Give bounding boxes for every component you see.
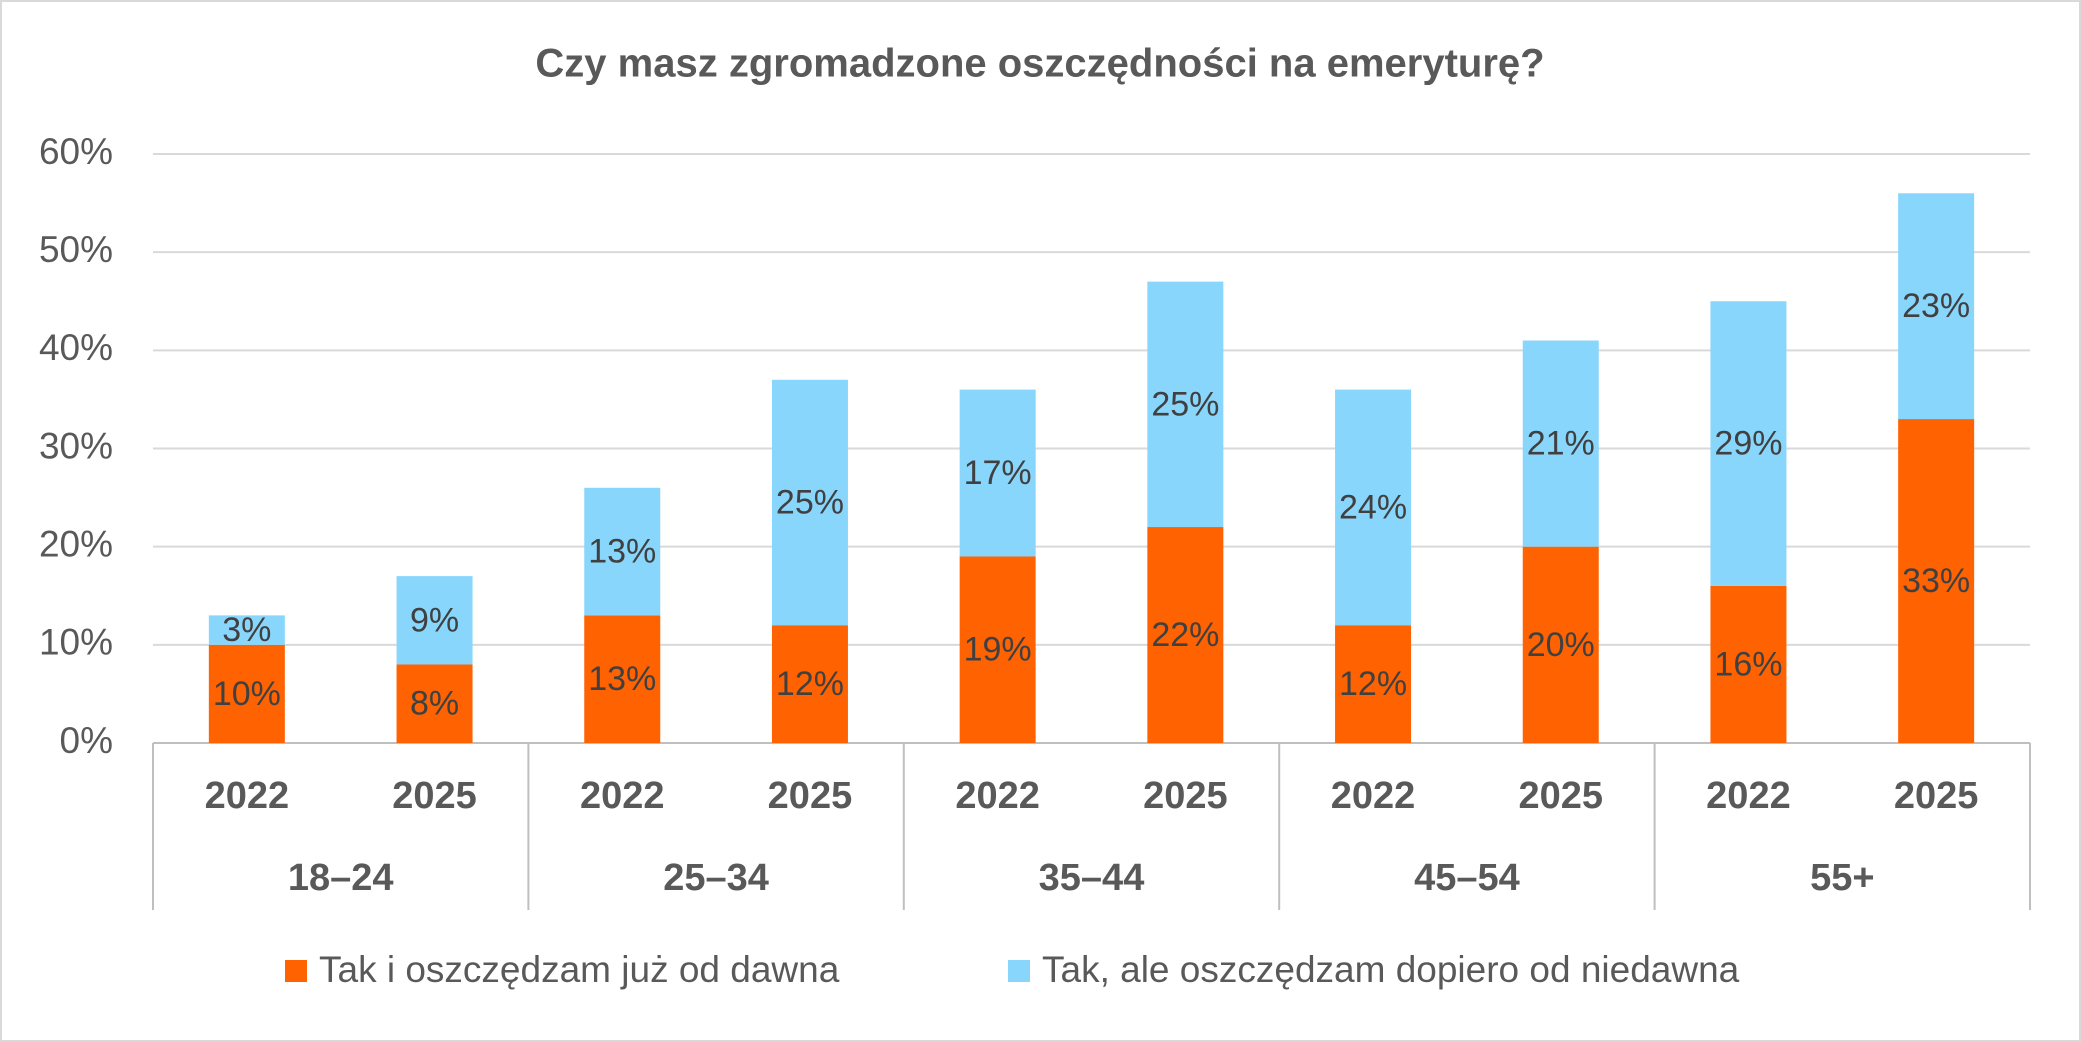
value-label: 29% [1714,425,1782,463]
bar-segment [1522,546,1599,743]
group-label: 18–24 [288,857,394,899]
bar-segment [584,615,661,743]
y-tick-label: 40% [39,327,113,368]
chart-title: Czy masz zgromadzone oszczędności na eme… [535,42,1544,86]
x-tick-label: 2022 [955,775,1040,817]
value-label: 33% [1902,562,1970,600]
bar-segment [1898,419,1975,743]
x-tick-label: 2022 [1706,775,1791,817]
bar-segment [1710,301,1787,586]
legend-label: Tak, ale oszczędzam dopiero od niedawna [1042,949,1740,990]
value-label: 8% [410,685,459,723]
y-tick-label: 50% [39,229,113,270]
value-label: 21% [1527,425,1595,463]
legend-label: Tak i oszczędzam już od dawna [319,949,840,990]
bar-segment [584,487,661,616]
x-tick-label: 2025 [768,775,853,817]
group-label: 45–54 [1414,857,1520,899]
value-label: 17% [964,454,1032,492]
x-tick-label: 2025 [392,775,477,817]
bar-segment [1522,340,1599,547]
value-label: 24% [1339,488,1407,526]
value-label: 12% [1339,665,1407,703]
bar-segment [1147,281,1224,528]
x-tick-label: 2025 [1894,775,1979,817]
value-label: 19% [964,631,1032,669]
bar-segment [1335,625,1412,743]
value-label: 9% [410,601,459,639]
value-label: 25% [1151,385,1219,423]
value-label: 20% [1527,626,1595,664]
value-label: 22% [1151,616,1219,654]
value-label: 10% [213,675,281,713]
bar-segment [771,379,848,626]
group-label: 55+ [1810,857,1874,899]
value-label: 13% [588,660,656,698]
y-tick-label: 20% [39,523,113,564]
y-tick-label: 30% [39,425,113,466]
bar-segment [1710,585,1787,743]
legend-swatch [285,960,307,982]
value-label: 25% [776,483,844,521]
value-label: 16% [1714,645,1782,683]
bar-segment [396,664,473,743]
x-tick-label: 2025 [1518,775,1603,817]
y-tick-label: 10% [39,622,113,663]
x-tick-label: 2025 [1143,775,1228,817]
y-tick-label: 60% [39,131,113,172]
bar-segment [959,556,1036,743]
value-label: 12% [776,665,844,703]
bar-segment [1898,193,1975,420]
x-tick-label: 2022 [205,775,290,817]
group-label: 25–34 [663,857,769,899]
bar-segment [959,389,1036,557]
bar-segment [1335,389,1412,626]
value-label: 3% [222,611,271,649]
bar-segment [396,576,473,665]
legend-swatch [1008,960,1030,982]
bar-segment [208,615,285,645]
y-tick-label: 0% [60,720,113,761]
x-tick-label: 2022 [580,775,665,817]
x-tick-label: 2022 [1331,775,1416,817]
value-label: 13% [588,533,656,571]
bar-segment [208,644,285,743]
bar-segment [1147,527,1224,743]
value-label: 23% [1902,287,1970,325]
bar-segment [771,625,848,743]
group-label: 35–44 [1039,857,1145,899]
